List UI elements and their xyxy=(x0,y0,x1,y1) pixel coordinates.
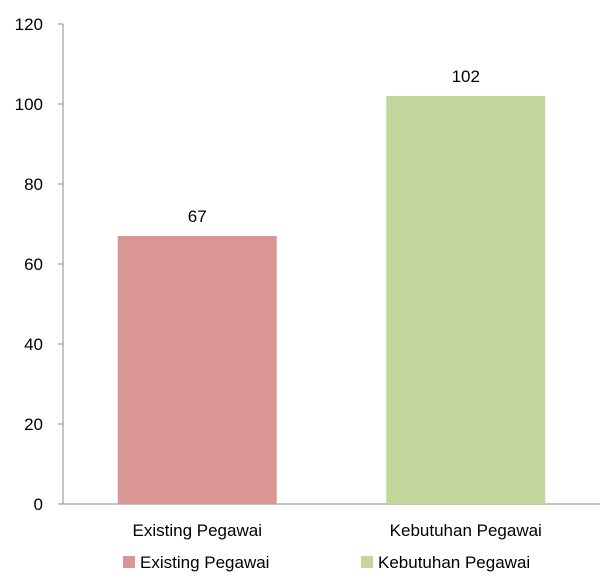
y-tick-label: 0 xyxy=(34,495,43,514)
bar-existing-pegawai xyxy=(117,236,277,504)
bar-data-label: 102 xyxy=(452,67,480,86)
bars xyxy=(117,96,546,504)
legend-swatch xyxy=(123,556,135,568)
y-axis-ticks: 0 20 40 60 80 100 120 xyxy=(15,15,63,514)
x-axis-category-labels: Existing Pegawai Kebutuhan Pegawai xyxy=(133,521,542,540)
y-tick-label: 80 xyxy=(24,175,43,194)
bar-kebutuhan-pegawai xyxy=(386,96,546,504)
y-tick-label: 60 xyxy=(24,255,43,274)
x-category-label: Kebutuhan Pegawai xyxy=(390,521,542,540)
legend-swatch xyxy=(361,556,373,568)
y-tick-label: 20 xyxy=(24,415,43,434)
data-labels: 67 102 xyxy=(188,67,480,226)
legend: Existing Pegawai Kebutuhan Pegawai xyxy=(123,553,530,572)
y-tick-label: 100 xyxy=(15,95,43,114)
legend-label: Kebutuhan Pegawai xyxy=(378,553,530,572)
x-category-label: Existing Pegawai xyxy=(133,521,262,540)
legend-label: Existing Pegawai xyxy=(140,553,269,572)
bar-data-label: 67 xyxy=(188,207,207,226)
y-tick-label: 120 xyxy=(15,15,43,34)
y-tick-label: 40 xyxy=(24,335,43,354)
